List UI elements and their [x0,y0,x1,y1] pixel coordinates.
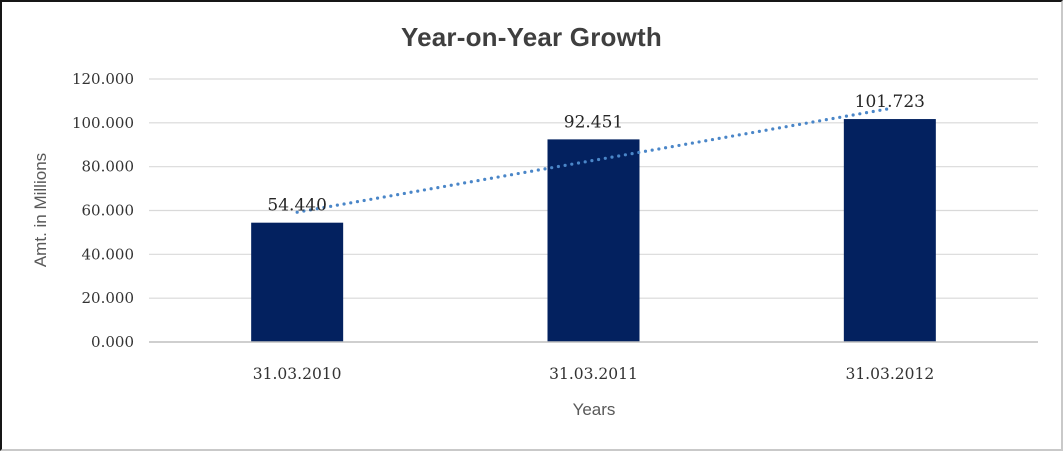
bar [547,139,640,342]
x-axis-title: Years [572,400,616,419]
y-tick-label: 20.000 [82,289,135,307]
x-tick-label: 31.03.2010 [253,365,342,383]
chart-title: Year-on-Year Growth [401,22,662,52]
data-label: 101.723 [855,92,925,112]
y-tick-label: 40.000 [82,245,135,263]
y-tick-label: 100.000 [72,114,134,132]
bar [843,119,936,342]
y-tick-label: 0.000 [91,333,134,351]
data-label: 54.440 [267,196,326,216]
bar [251,222,344,342]
x-tick-label: 31.03.2011 [549,365,638,383]
y-tick-label: 60.000 [82,202,135,220]
y-tick-label: 80.000 [82,158,135,176]
x-tick-label: 31.03.2012 [845,365,934,383]
data-label: 92.451 [564,112,623,132]
y-tick-label: 120.000 [72,70,134,88]
